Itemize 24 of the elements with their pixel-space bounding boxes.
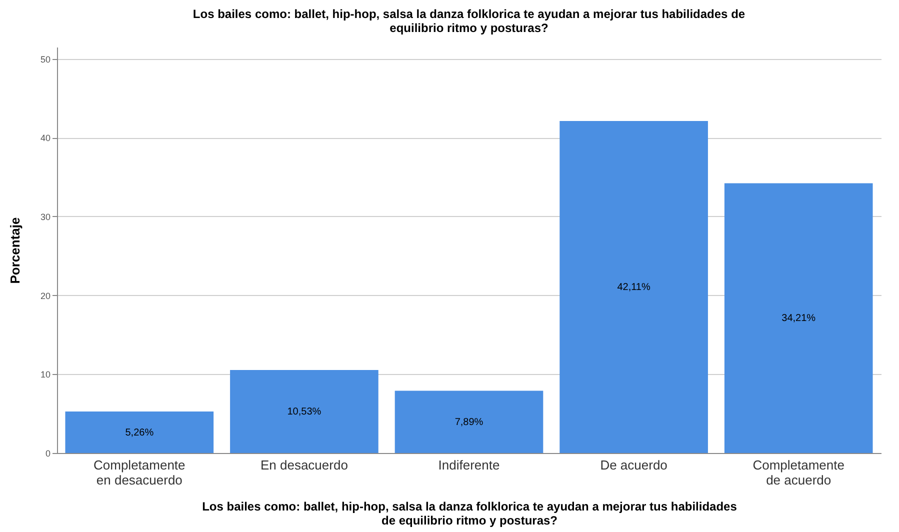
y-tick-label: 10 xyxy=(40,370,50,380)
bar xyxy=(65,412,214,453)
data-label: 7,89% xyxy=(454,416,484,428)
x-tick-label: De acuerdo xyxy=(600,458,668,472)
x-tick-label: Indiferente xyxy=(438,458,500,472)
bar xyxy=(230,370,378,453)
y-axis-title: Porcentaje xyxy=(7,217,22,284)
data-label: 34,21% xyxy=(782,313,816,324)
x-tick-label: Completamente en desacuerdo xyxy=(94,458,186,488)
x-tick-label: Completamente de acuerdo xyxy=(752,458,844,488)
x-tick-label: En desacuerdo xyxy=(260,458,348,472)
y-tick-label: 20 xyxy=(40,290,50,301)
chart-title: Los bailes como: ballet, hip-hop, salsa la danza folklorica te ayudan a mejorar tus habilidades de equilibrio ritmo y posturas? xyxy=(192,7,746,35)
y-tick-label: 30 xyxy=(40,212,50,222)
y-tick-label: 40 xyxy=(40,133,50,144)
bar xyxy=(724,183,873,453)
bar xyxy=(560,121,708,453)
bar xyxy=(394,390,544,453)
x-axis-title: Los bailes como: ballet, hip-hop, salsa la danza folklorica te ayudan a mejorar tus habilidades de equilibrio ritmo y posturas? xyxy=(202,500,738,528)
data-label: 42,11% xyxy=(617,282,650,294)
y-tick-label: 50 xyxy=(40,54,50,64)
data-label: 10,53% xyxy=(287,406,322,418)
data-label: 5,26% xyxy=(125,427,154,438)
y-tick-label: 0 xyxy=(45,448,50,458)
